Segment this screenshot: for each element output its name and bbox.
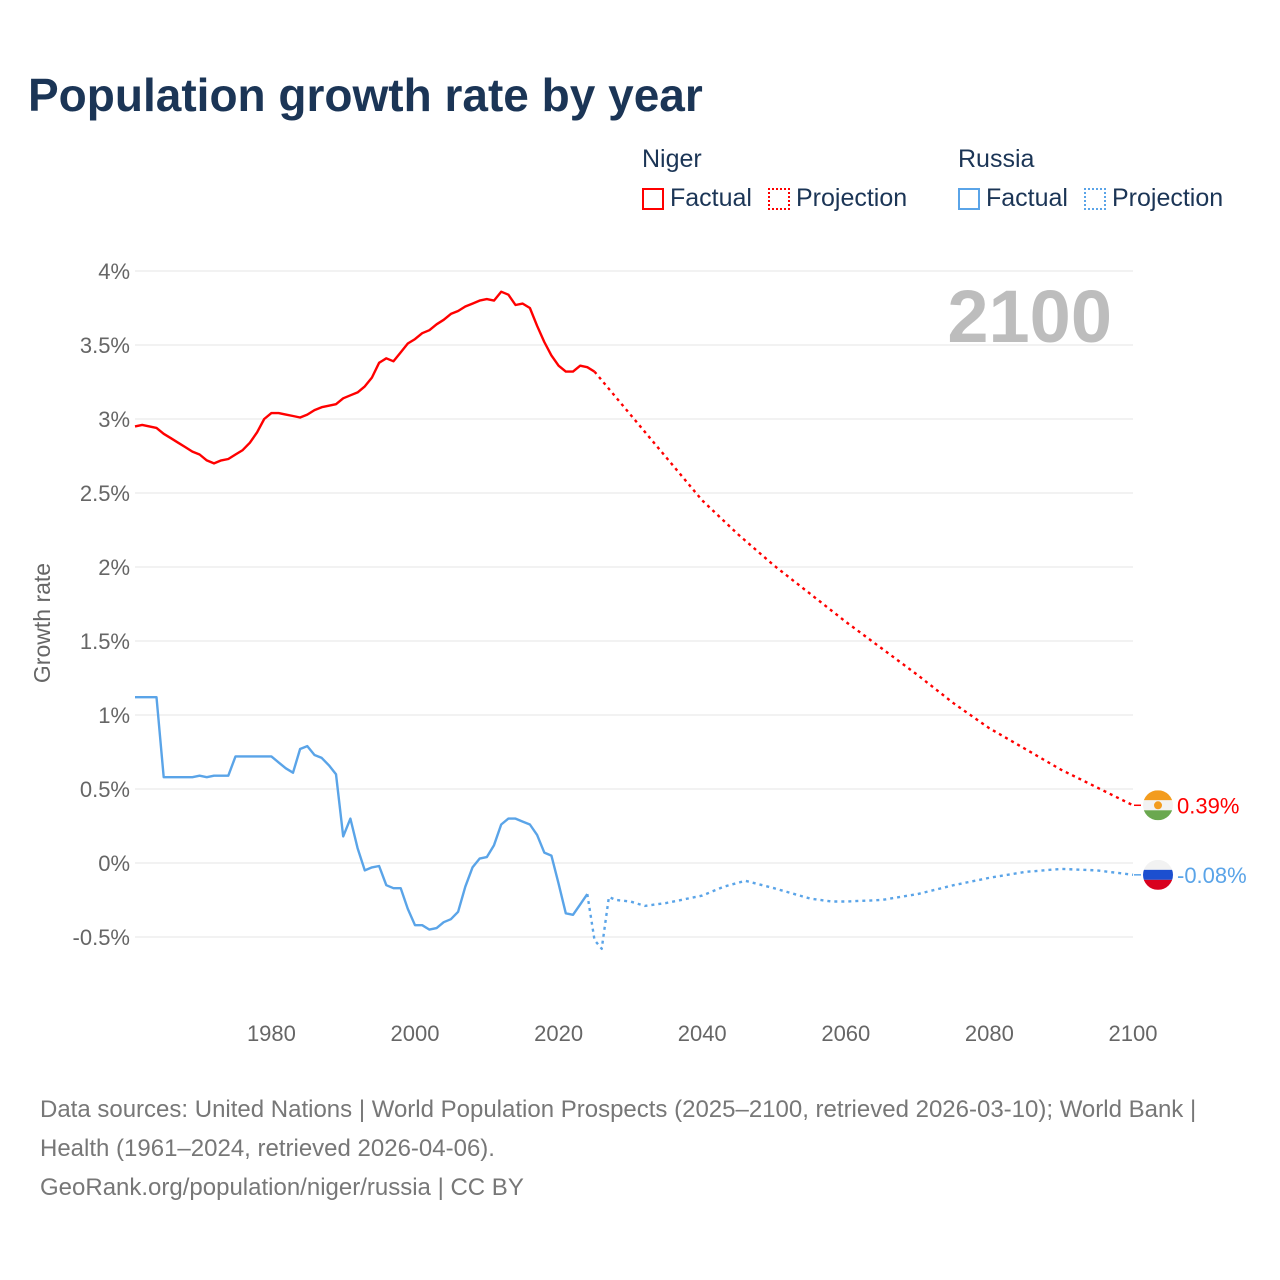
x-tick-label: 1980	[247, 1021, 296, 1046]
x-tick-label: 2040	[678, 1021, 727, 1046]
y-axis-label: Growth rate	[29, 563, 55, 683]
y-tick-label: 1%	[98, 703, 130, 728]
legend-russia-factual[interactable]: Factual	[958, 184, 1068, 213]
flag-emblem	[1154, 801, 1162, 810]
flag-stripe	[1143, 879, 1173, 890]
year-watermark: 2100	[947, 275, 1112, 358]
end-value-label: -0.08%	[1177, 863, 1247, 888]
legend-label: Factual	[670, 184, 752, 212]
legend-niger-projection[interactable]: Projection	[767, 184, 908, 213]
legend-label: Factual	[986, 184, 1068, 212]
y-tick-label: 3.5%	[80, 333, 130, 358]
y-tick-label: 0%	[98, 851, 130, 876]
y-tick-label: 2.5%	[80, 481, 130, 506]
x-tick-label: 2060	[821, 1021, 870, 1046]
y-tick-label: 3%	[98, 407, 130, 432]
solid-swatch-icon	[642, 187, 664, 210]
legend-russia: Russia Factual Projection	[958, 145, 1223, 213]
flag-stripe	[1143, 810, 1173, 821]
russia-factual-line	[135, 696, 589, 931]
y-tick-label: 0.5%	[80, 777, 130, 802]
dotted-swatch-icon	[767, 187, 790, 210]
dotted-swatch-icon	[1083, 187, 1106, 210]
credit-link[interactable]: GeoRank.org/population/niger/russia | CC…	[40, 1174, 524, 1201]
data-sources: Data sources: United Nations | World Pop…	[40, 1096, 1197, 1162]
legend-niger: Niger Factual Projection	[642, 145, 907, 213]
solid-swatch-icon	[958, 187, 980, 210]
flag-stripe	[1143, 790, 1173, 801]
russia-projection-line	[586, 867, 1134, 950]
legend-russia-projection[interactable]: Projection	[1083, 184, 1224, 213]
y-tick-label: 2%	[98, 555, 130, 580]
niger-projection-line	[593, 370, 1134, 807]
flag-stripe	[1143, 869, 1173, 880]
legend-group-name: Russia	[958, 145, 1035, 173]
legend-label: Projection	[795, 184, 908, 212]
x-tick-label: 2020	[534, 1021, 583, 1046]
chart-title: Population growth rate by year	[28, 69, 703, 121]
x-tick-label: 2000	[391, 1021, 440, 1046]
legend-niger-factual[interactable]: Factual	[642, 184, 752, 213]
x-tick-label: 2080	[965, 1021, 1014, 1046]
y-tick-label: 4%	[98, 259, 130, 284]
y-tick-label: 1.5%	[80, 629, 130, 654]
flag-stripe	[1143, 859, 1173, 870]
end-value-label: 0.39%	[1177, 793, 1239, 818]
niger-flag-icon	[1143, 790, 1173, 821]
russia-flag-icon	[1143, 859, 1173, 890]
niger-factual-line	[134, 290, 596, 465]
y-tick-label: -0.5%	[73, 925, 130, 950]
legend-group-name: Niger	[642, 145, 702, 173]
x-tick-label: 2100	[1109, 1021, 1158, 1046]
legend-label: Projection	[1111, 184, 1224, 212]
footer: Data sources: United Nations | World Pop…	[40, 1090, 1240, 1207]
